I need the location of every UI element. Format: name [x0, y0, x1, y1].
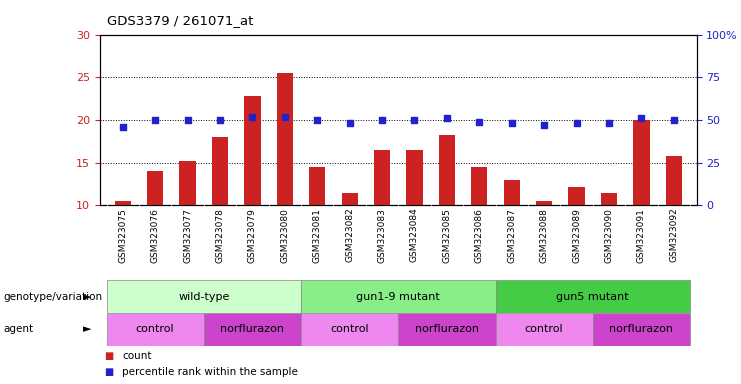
Bar	[179, 161, 196, 291]
Bar	[634, 120, 650, 291]
Text: control: control	[136, 324, 174, 334]
Bar	[115, 201, 131, 291]
Text: ■: ■	[104, 351, 113, 361]
Point	[247, 114, 259, 120]
Point	[473, 119, 485, 125]
Text: GSM323092: GSM323092	[669, 208, 678, 262]
Bar	[439, 136, 455, 291]
Text: control: control	[330, 324, 369, 334]
Point	[603, 120, 615, 126]
Bar	[245, 96, 261, 291]
Point	[441, 115, 453, 121]
Point	[668, 117, 679, 123]
Text: genotype/variation: genotype/variation	[4, 291, 103, 302]
Point	[506, 120, 518, 126]
Text: GSM323090: GSM323090	[605, 208, 614, 263]
Bar	[309, 167, 325, 291]
Bar	[342, 193, 358, 291]
Bar	[374, 150, 391, 291]
Bar	[496, 313, 593, 346]
Point	[636, 115, 648, 121]
Text: GSM323087: GSM323087	[508, 208, 516, 263]
Bar	[204, 313, 301, 346]
Text: norflurazon: norflurazon	[220, 324, 285, 334]
Point	[344, 120, 356, 126]
Bar	[147, 171, 163, 291]
Text: GSM323080: GSM323080	[280, 208, 289, 263]
Point	[117, 124, 129, 130]
Bar	[301, 313, 399, 346]
Bar	[406, 150, 422, 291]
Text: GSM323091: GSM323091	[637, 208, 646, 263]
Point	[182, 117, 193, 123]
Point	[214, 117, 226, 123]
Text: GSM323085: GSM323085	[442, 208, 451, 263]
Bar	[593, 313, 690, 346]
Text: GSM323082: GSM323082	[345, 208, 354, 262]
Text: gun5 mutant: gun5 mutant	[556, 291, 629, 302]
Text: control: control	[525, 324, 563, 334]
Point	[538, 122, 550, 128]
Bar	[471, 167, 488, 291]
Bar	[212, 137, 228, 291]
Text: GSM323088: GSM323088	[539, 208, 548, 263]
Text: GSM323086: GSM323086	[475, 208, 484, 263]
Text: GSM323079: GSM323079	[248, 208, 257, 263]
Point	[408, 117, 420, 123]
Text: percentile rank within the sample: percentile rank within the sample	[122, 367, 298, 377]
Point	[571, 120, 582, 126]
Bar	[399, 313, 496, 346]
Text: GSM323075: GSM323075	[119, 208, 127, 263]
Bar	[496, 280, 690, 313]
Bar	[601, 193, 617, 291]
Bar	[107, 280, 301, 313]
Point	[149, 117, 161, 123]
Bar	[301, 280, 496, 313]
Bar	[665, 156, 682, 291]
Point	[279, 114, 290, 120]
Point	[311, 117, 323, 123]
Bar	[568, 187, 585, 291]
Text: wild-type: wild-type	[178, 291, 230, 302]
Bar	[536, 201, 552, 291]
Text: count: count	[122, 351, 152, 361]
Text: ►: ►	[83, 291, 91, 302]
Text: GSM323076: GSM323076	[150, 208, 159, 263]
Text: ►: ►	[83, 324, 91, 334]
Bar	[276, 73, 293, 291]
Point	[376, 117, 388, 123]
Text: GSM323078: GSM323078	[216, 208, 225, 263]
Text: GSM323081: GSM323081	[313, 208, 322, 263]
Text: norflurazon: norflurazon	[609, 324, 674, 334]
Text: GDS3379 / 261071_at: GDS3379 / 261071_at	[107, 14, 254, 27]
Text: agent: agent	[4, 324, 34, 334]
Text: norflurazon: norflurazon	[415, 324, 479, 334]
Text: GSM323089: GSM323089	[572, 208, 581, 263]
Bar	[504, 180, 520, 291]
Text: GSM323077: GSM323077	[183, 208, 192, 263]
Text: GSM323083: GSM323083	[378, 208, 387, 263]
Text: ■: ■	[104, 367, 113, 377]
Bar	[107, 313, 204, 346]
Text: gun1-9 mutant: gun1-9 mutant	[356, 291, 440, 302]
Text: GSM323084: GSM323084	[410, 208, 419, 262]
